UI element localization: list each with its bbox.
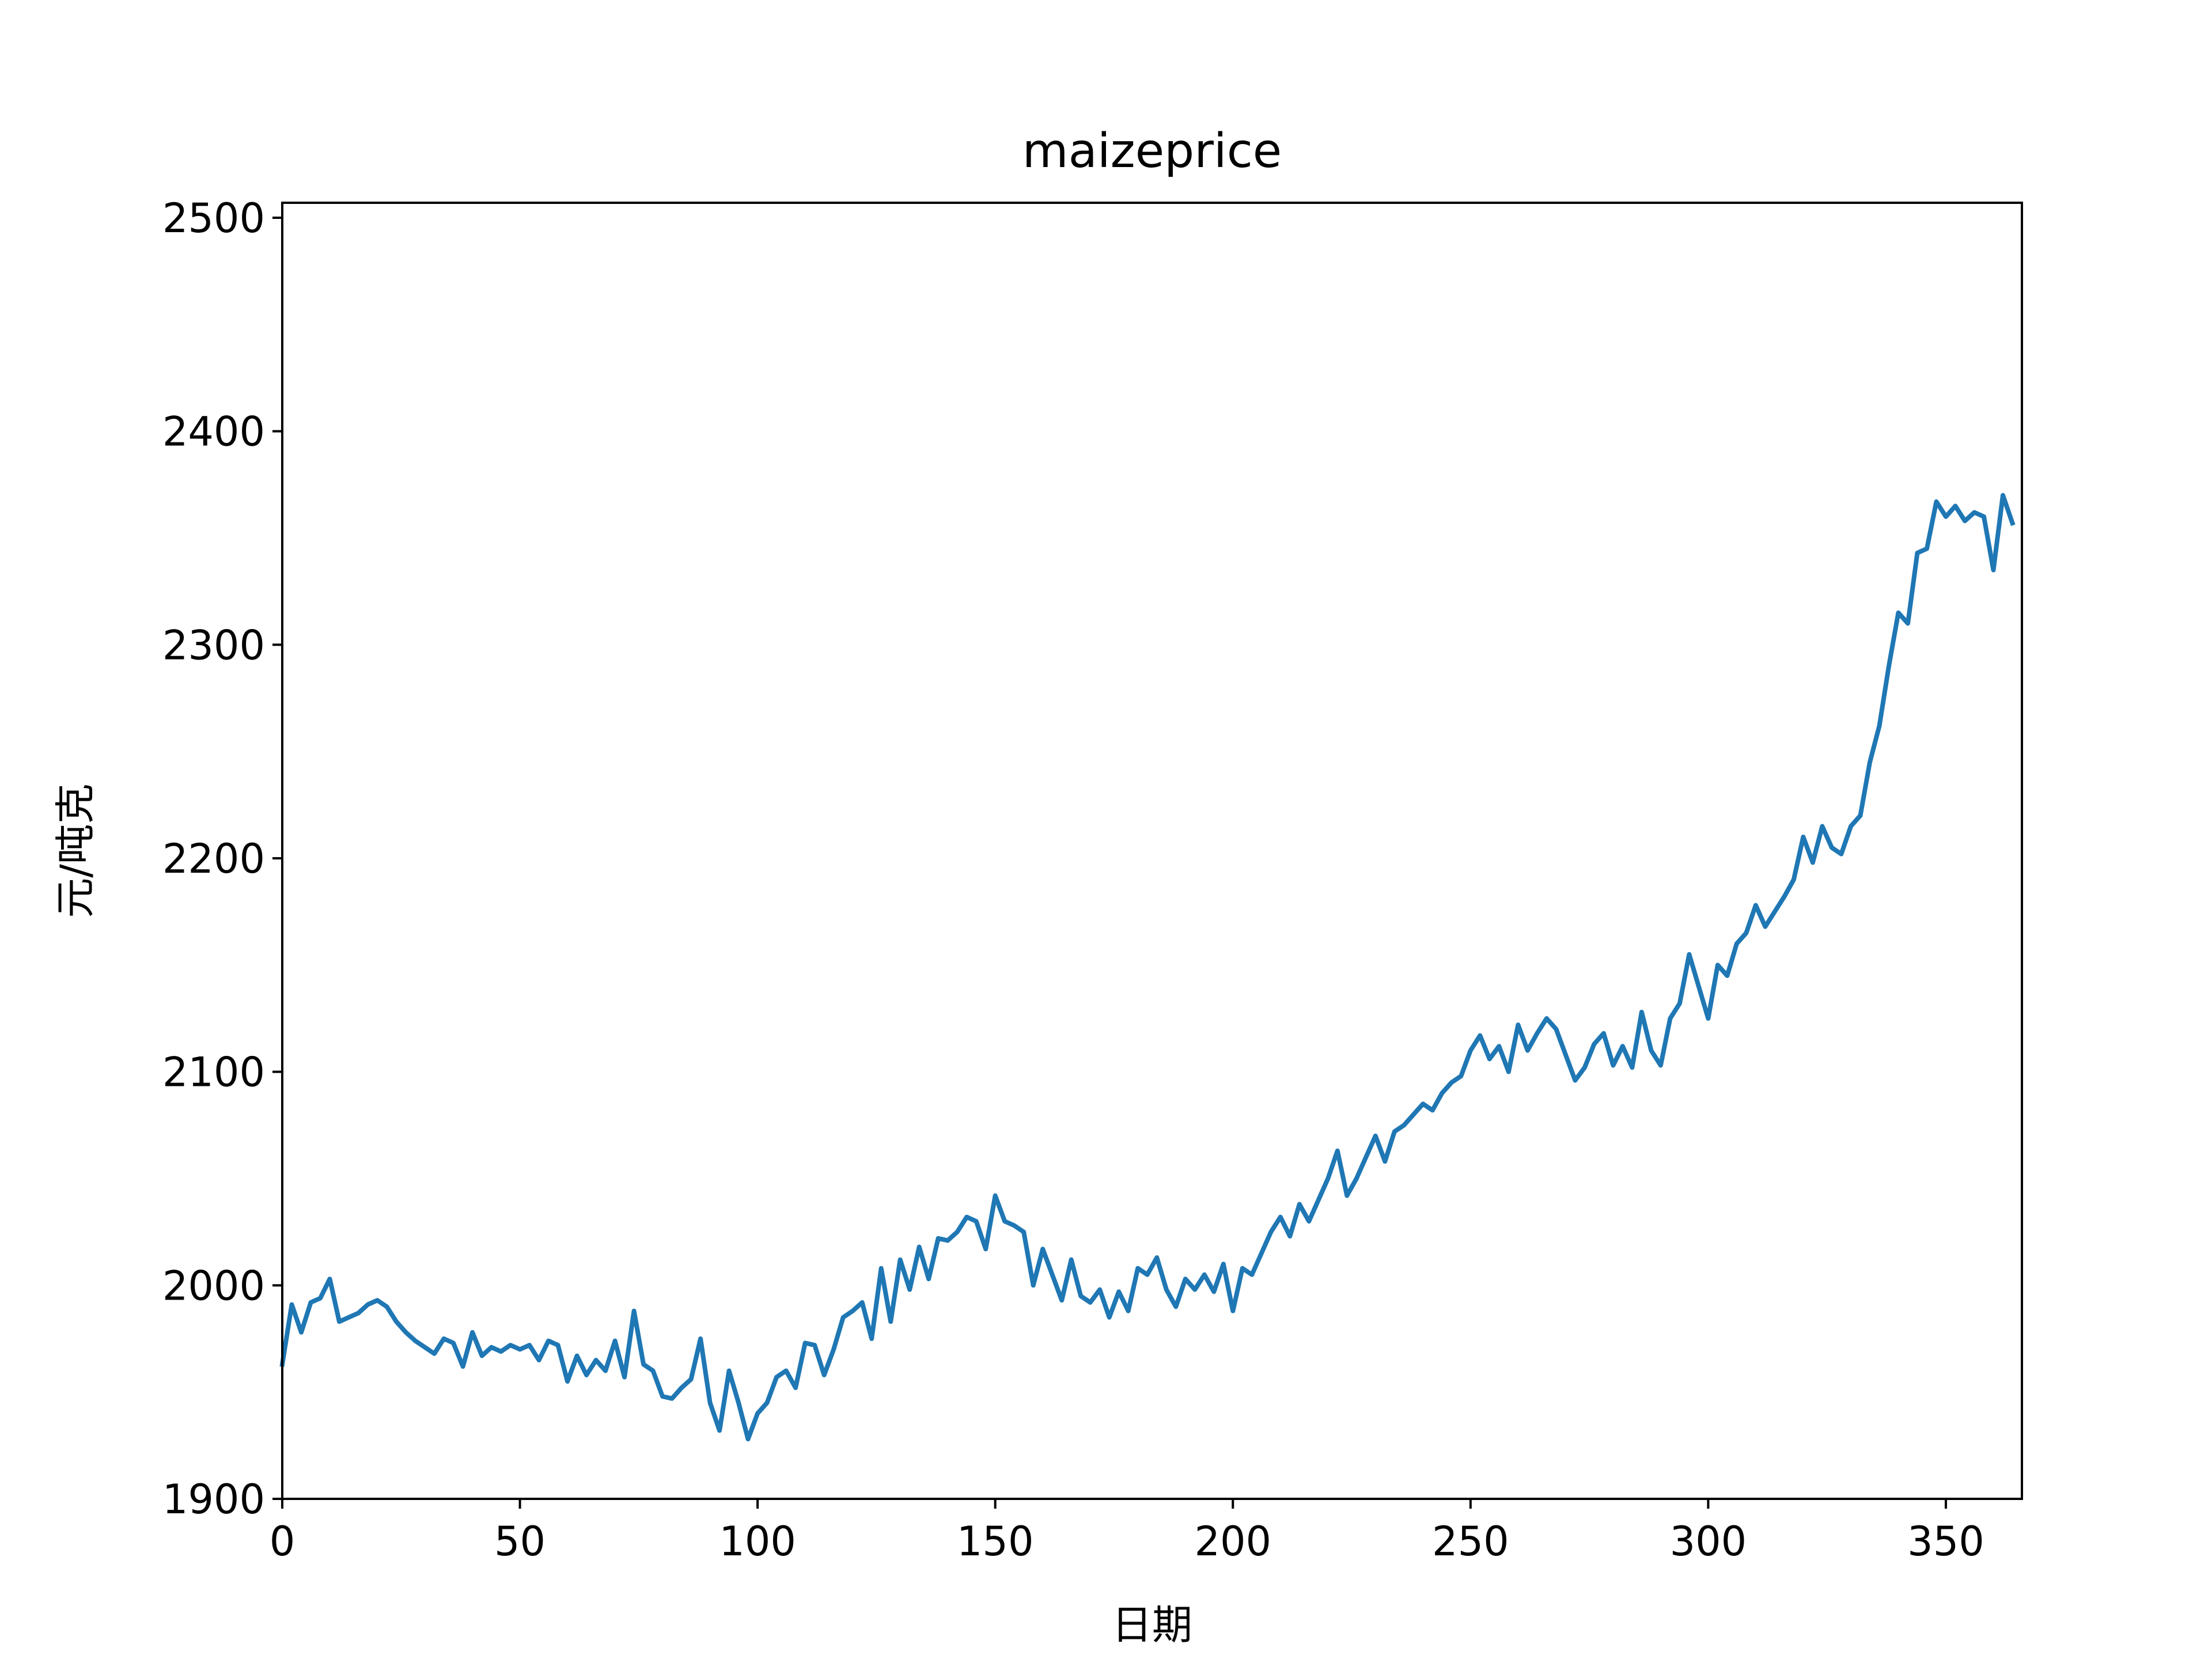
x-tick-label: 200: [1194, 1518, 1271, 1565]
x-tick-label: 100: [719, 1518, 796, 1565]
x-tick-label: 250: [1432, 1518, 1509, 1565]
x-tick-label: 50: [494, 1518, 546, 1565]
x-tick-label: 0: [270, 1518, 296, 1565]
x-tick-label: 300: [1670, 1518, 1747, 1565]
axes-frame: [281, 202, 2023, 1500]
y-tick-label: 2000: [162, 1262, 265, 1309]
y-axis-label: 元/吨克: [52, 783, 99, 918]
x-axis-label: 日期: [1112, 1601, 1192, 1649]
x-tick-label: 150: [957, 1518, 1034, 1565]
series-line: [279, 493, 2016, 1442]
y-tick-label: 2400: [162, 408, 265, 456]
y-tick-label: 2200: [162, 835, 265, 882]
x-axis: 0 50 100 150 200 250 300 350: [270, 1499, 1984, 1565]
y-tick-label: 2100: [162, 1049, 265, 1096]
chart-title: maizeprice: [1022, 124, 1282, 179]
y-tick-label: 1900: [162, 1476, 265, 1523]
y-tick-label: 2500: [162, 195, 265, 242]
y-tick-label: 2300: [162, 622, 265, 669]
plot-area: [279, 493, 2016, 1442]
y-axis: 1900 2000 2100 2200 2300 2400 2500: [162, 195, 282, 1523]
x-tick-label: 350: [1907, 1518, 1984, 1565]
